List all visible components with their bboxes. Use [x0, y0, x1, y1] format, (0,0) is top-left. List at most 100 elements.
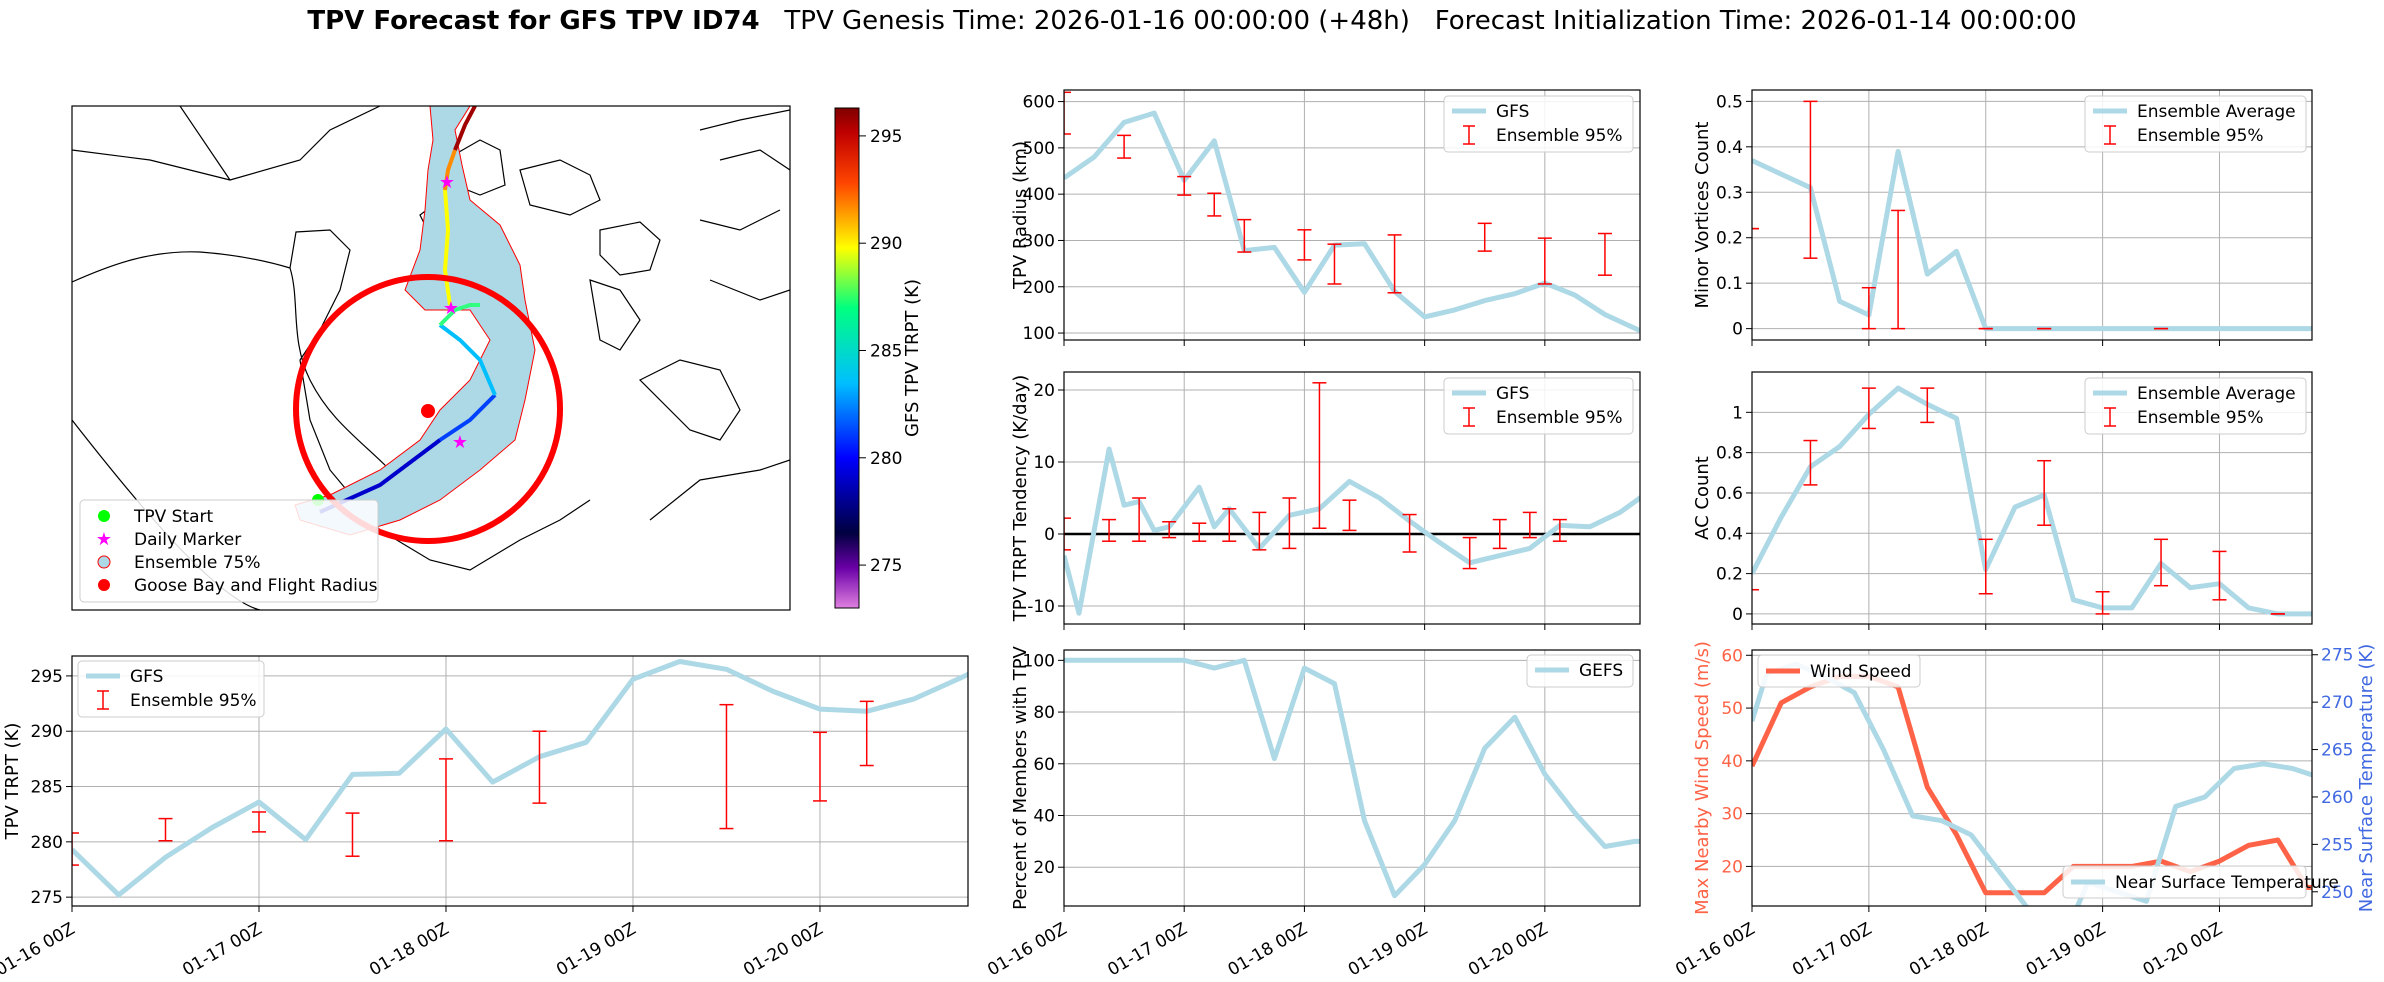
colorbar-tick-label-4: 295: [870, 127, 902, 147]
tpv-track-segment-blue: [438, 393, 497, 442]
percent-xtick-label-4: 01-20 00Z: [1465, 919, 1551, 980]
minor-frame: [1751, 89, 2313, 341]
tendency-errorbar-13: [1522, 511, 1537, 539]
colorbar-tick-label-3: 290: [870, 234, 902, 254]
trpt-errorbar-5: [532, 730, 547, 804]
tendency-errorbar-10: [1402, 513, 1417, 553]
minor-ylabel: Minor Vortices Count: [1692, 122, 1713, 309]
trpt-xtick-label-4: 01-20 00Z: [740, 919, 826, 980]
ac-ytick-label-0: 0: [1732, 605, 1743, 625]
tendency-legend-series-label: GFS: [1496, 384, 1529, 404]
trpt-xtick-label-1: 01-17 00Z: [179, 919, 265, 980]
tpv-track-segment-cyan: [438, 323, 497, 396]
trpt-plot-area: [72, 659, 968, 898]
line-plots: 275 280 285 290 295 01-16 00Z 01-17 00Z 01-18 0…: [0, 89, 2377, 980]
colorbar-gradient: [834, 107, 860, 609]
trpt-errorbar-0: [72, 832, 79, 866]
radius-errorbar-9: [1537, 237, 1552, 285]
tendency-errorbar-8: [1312, 382, 1327, 529]
goose-bay-marker: [421, 404, 435, 418]
radius-ytick-label-0: 100: [1023, 324, 1055, 344]
minor-series-0-line: [1752, 148, 2312, 332]
ac-errorbar-2: [1861, 387, 1876, 430]
radius-errorbar-4: [1237, 218, 1252, 253]
radius-ytick-label-4: 500: [1023, 139, 1055, 159]
wind_temp-ytick-right-label-5: 275: [2321, 646, 2353, 666]
wind-legend: Wind Speed: [1757, 654, 1921, 688]
percent-ytick-label-4: 100: [1023, 651, 1055, 671]
trpt-panel: 275 280 285 290 295 01-16 00Z 01-17 00Z 01-18 0…: [0, 655, 969, 980]
radius-ytick-label-5: 600: [1023, 93, 1055, 113]
ac-errorbar-5: [2037, 459, 2052, 526]
wind-legend-label: Wind Speed: [1810, 662, 1911, 682]
tendency-errorbar-9: [1342, 499, 1357, 532]
radius-ytick-label-1: 200: [1023, 278, 1055, 298]
trpt-xtick-label-0: 01-16 00Z: [0, 919, 79, 980]
radius-errorbar-3: [1207, 192, 1222, 217]
legend-daily-marker-star: ★: [96, 529, 112, 550]
tendency-errorbar-0: [1064, 517, 1071, 551]
temperature-legend-label: Near Surface Temperature: [2115, 873, 2339, 893]
trpt-ylabel: TPV TRPT (K): [2, 723, 23, 841]
minor-errorbar-2: [1861, 286, 1876, 330]
wind_temp-xtick-label-3: 01-19 00Z: [2023, 919, 2109, 980]
percent-ytick-label-3: 80: [1033, 703, 1055, 723]
trpt-legend-errorbar-label: Ensemble 95%: [130, 691, 257, 711]
percent-ytick-label-0: 20: [1033, 858, 1055, 878]
trpt-legend-series-label: GFS: [130, 667, 163, 687]
legend-daily-marker-label: Daily Marker: [134, 530, 241, 550]
wind_temp-xtick-label-0: 01-16 00Z: [1672, 919, 1758, 980]
tendency-errorbar-14: [1552, 518, 1567, 542]
ac-errorbar-6: [2095, 590, 2110, 615]
figure-title-genesis: TPV Genesis Time: 2026-01-16 00:00:00 (+…: [784, 6, 1410, 36]
map-legend-box: [79, 499, 379, 603]
trpt-xtick-label-2: 01-18 00Z: [366, 919, 452, 980]
trpt-frame: [71, 655, 969, 907]
radius-errorbar-5: [1297, 229, 1312, 261]
legend-goose-bay-marker: [98, 579, 110, 591]
percent-xtick-label-2: 01-18 00Z: [1225, 919, 1311, 980]
colorbar: 275 280 285 290 295 GFS TPV TRPT (K): [834, 107, 923, 609]
radius-errorbar-1: [1117, 134, 1132, 159]
wind_temp-ytick-right-label-0: 250: [2321, 883, 2353, 903]
percent-xtick-label-1: 01-17 00Z: [1104, 919, 1190, 980]
map-legend: TPV Start ★ Daily Marker Ensemble 75% Go…: [79, 499, 379, 603]
minor-ytick-label-0: 0: [1732, 320, 1743, 340]
wind_temp-ylabel-right: Near Surface Temperature (K): [2356, 644, 2377, 913]
radius-plot-area: [1064, 91, 1640, 334]
radius-ytick-label-3: 400: [1023, 185, 1055, 205]
figure-title-init: Forecast Initialization Time: 2026-01-14…: [1434, 6, 2077, 36]
ac-ytick-label-4: 0.8: [1716, 444, 1743, 464]
wind_temp-frame: [1751, 649, 2313, 907]
colorbar-label: GFS TPV TRPT (K): [902, 279, 923, 437]
radius-errorbar-8: [1477, 222, 1492, 252]
percent-xtick-label-3: 01-19 00Z: [1345, 919, 1431, 980]
ac-legend-errorbar-label: Ensemble 95%: [2137, 408, 2264, 428]
wind_temp-ytick-right-label-4: 270: [2321, 693, 2353, 713]
tendency-legend: GFS Ensemble 95%: [1443, 377, 1634, 435]
radius-errorbar-6: [1327, 243, 1342, 285]
wind_temp-ytick-right-label-1: 255: [2321, 835, 2353, 855]
ac-ytick-label-5: 1: [1732, 403, 1743, 423]
trpt-ytick-label-4: 295: [31, 667, 63, 687]
colorbar-ticks: 275 280 285 290 295: [859, 127, 902, 576]
radius-ylabel: TPV Radius (km): [1010, 141, 1031, 290]
tendency-legend-errorbar-label: Ensemble 95%: [1496, 408, 1623, 428]
ac-legend: Ensemble Average Ensemble 95%: [2084, 377, 2307, 435]
radius-ytick-label-2: 300: [1023, 231, 1055, 251]
percent-ylabel: Percent of Members with TPV: [1010, 645, 1031, 909]
ac-errorbar-7: [2154, 538, 2169, 587]
trpt-legend: GFS Ensemble 95%: [77, 660, 265, 718]
minor-ytick-label-4: 0.4: [1716, 138, 1743, 158]
map-coastlines: [72, 106, 790, 610]
wind_temp-xtick-label-2: 01-18 00Z: [1906, 919, 1992, 980]
tendency-errorbar-7: [1282, 497, 1297, 550]
tendency-series-0-line: [1064, 446, 1640, 616]
legend-ensemble-75-marker: [97, 555, 111, 569]
radius-legend-series-label: GFS: [1496, 102, 1529, 122]
tendency-errorbar-11: [1462, 536, 1477, 570]
ac-ytick-label-3: 0.6: [1716, 484, 1743, 504]
